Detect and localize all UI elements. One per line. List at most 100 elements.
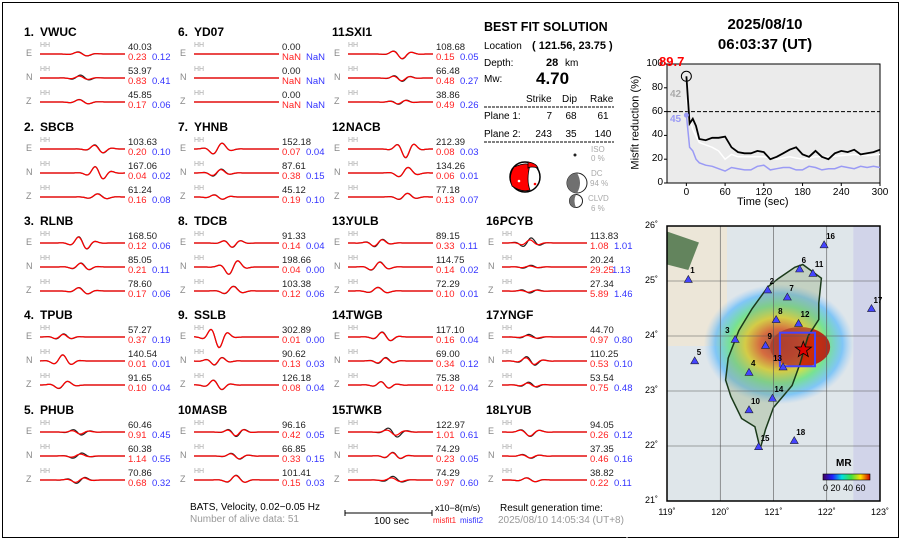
best-fit-title: BEST FIT SOLUTION — [484, 20, 608, 34]
station-triangle-icon[interactable] — [744, 367, 754, 376]
synthetic-waveform — [348, 452, 433, 460]
misfit2-value: 0.00 — [306, 265, 325, 276]
misfit1-value: 0.34 — [436, 359, 455, 370]
channel-label: HH — [348, 255, 359, 262]
synthetic-waveform — [348, 166, 433, 178]
component-label: E — [488, 426, 495, 436]
station-triangle-icon[interactable] — [763, 285, 773, 294]
station-map-label: 5 — [696, 347, 702, 357]
component-label: Z — [334, 96, 340, 106]
misfit1-value: 0.97 — [436, 478, 455, 489]
peak-amplitude: 66.48 — [436, 66, 460, 77]
blue-series-label: 45 — [670, 114, 682, 125]
synthetic-waveform — [194, 260, 279, 275]
station-triangle-icon[interactable] — [782, 292, 792, 301]
synthetic-waveform — [40, 477, 125, 483]
synthetic-waveform — [348, 381, 433, 389]
station-triangle-icon[interactable] — [730, 334, 740, 343]
observed-waveform — [502, 237, 587, 248]
misfit2-value: 0.12 — [152, 52, 171, 63]
misfit1-value: 0.13 — [282, 359, 301, 370]
clvd-label: CLVD — [588, 194, 609, 203]
station-triangle-icon[interactable] — [690, 356, 700, 365]
channel-label: HH — [194, 279, 205, 286]
station-name: YD07 — [194, 25, 225, 39]
station-triangle-icon[interactable] — [778, 362, 788, 371]
channel-label: HH — [40, 90, 51, 97]
peak-amplitude: 91.65 — [128, 373, 152, 384]
dc-value: 94 % — [590, 179, 609, 188]
channel-label: HH — [348, 349, 359, 356]
misfit2-value: 0.04 — [306, 383, 325, 394]
channel-label: HH — [40, 444, 51, 451]
misfit1-value: 0.04 — [282, 265, 301, 276]
station-triangle-icon[interactable] — [808, 268, 818, 277]
station-triangle-icon[interactable] — [767, 393, 777, 402]
misfit1-value: 29.25 — [590, 265, 614, 276]
header-rake: Rake — [590, 94, 614, 105]
misfit1-value: 0.23 — [436, 454, 455, 465]
misfit2-value: NaN — [306, 76, 326, 87]
station-map-label: 10 — [751, 396, 760, 406]
peak-amplitude: 74.29 — [436, 444, 460, 455]
best-fit-marker — [680, 70, 692, 82]
y-axis-label: Misfit reduction (%) — [629, 75, 642, 170]
beachball-compression — [510, 163, 531, 192]
synthetic-waveform — [194, 379, 279, 391]
misfit1-value: 0.97 — [590, 335, 609, 346]
peak-amplitude: 122.97 — [436, 420, 466, 431]
station-triangle-icon[interactable] — [819, 240, 829, 249]
x-tick-label: 300 — [871, 187, 889, 198]
channel-label: HH — [40, 279, 51, 286]
peak-amplitude: 85.05 — [128, 255, 152, 266]
synthetic-waveform — [40, 333, 125, 340]
synthetic-waveform — [39, 354, 125, 366]
channel-label: HH — [348, 185, 359, 192]
channel-label: HH — [40, 66, 51, 73]
misfit2-value: 0.12 — [614, 430, 633, 441]
channel-label: HH — [348, 420, 359, 427]
station-name: NACB — [346, 120, 381, 134]
misfit-plot-area — [666, 63, 881, 184]
station-triangle-icon[interactable] — [683, 274, 693, 283]
synthetic-waveform — [348, 429, 433, 436]
misfit1-value: 0.14 — [282, 241, 301, 252]
station-triangle-icon[interactable] — [744, 405, 754, 414]
y-tick-label: 60 — [651, 105, 663, 117]
china-coast — [667, 231, 699, 270]
misfit2-value: 0.48 — [614, 383, 633, 394]
misfit2-value: 0.04 — [306, 241, 325, 252]
station-map-label: 7 — [789, 284, 794, 294]
synthetic-waveform — [502, 289, 587, 293]
peak-amplitude: 57.27 — [128, 325, 152, 336]
station-triangle-icon[interactable] — [760, 340, 771, 349]
misfit1-value: 0.08 — [436, 147, 455, 158]
misfit2-value: 0.11 — [460, 241, 478, 252]
misfit1-value: 0.37 — [128, 335, 147, 346]
channel-label: HH — [502, 255, 513, 262]
component-label: N — [180, 167, 187, 177]
observed-waveform — [348, 475, 433, 483]
peak-amplitude: 72.29 — [436, 279, 460, 290]
station-triangle-icon[interactable] — [771, 314, 781, 323]
station-triangle-icon[interactable] — [794, 318, 804, 327]
misfit2-value: 0.06 — [152, 241, 171, 252]
channel-label: HH — [194, 325, 205, 332]
x-tick-label: 180 — [794, 187, 811, 198]
station-triangle-icon[interactable] — [866, 303, 876, 312]
peak-amplitude: 89.15 — [436, 231, 460, 242]
misfit2-value: 0.06 — [152, 289, 171, 300]
component-label: Z — [180, 474, 186, 484]
station-number: 15. — [332, 403, 349, 417]
station-triangle-icon[interactable] — [754, 442, 764, 450]
channel-label: HH — [194, 161, 205, 168]
misfit1-value: NaN — [282, 76, 302, 87]
component-label: E — [334, 143, 341, 153]
station-triangle-icon[interactable] — [795, 264, 805, 273]
station-number: 14. — [332, 308, 349, 322]
plane1-label: Plane 1: — [484, 111, 521, 122]
peak-amplitude: 77.18 — [436, 185, 460, 196]
station-name: SSLB — [194, 308, 227, 322]
station-triangle-icon[interactable] — [789, 435, 799, 444]
x-tick-label: 0 — [683, 187, 690, 198]
